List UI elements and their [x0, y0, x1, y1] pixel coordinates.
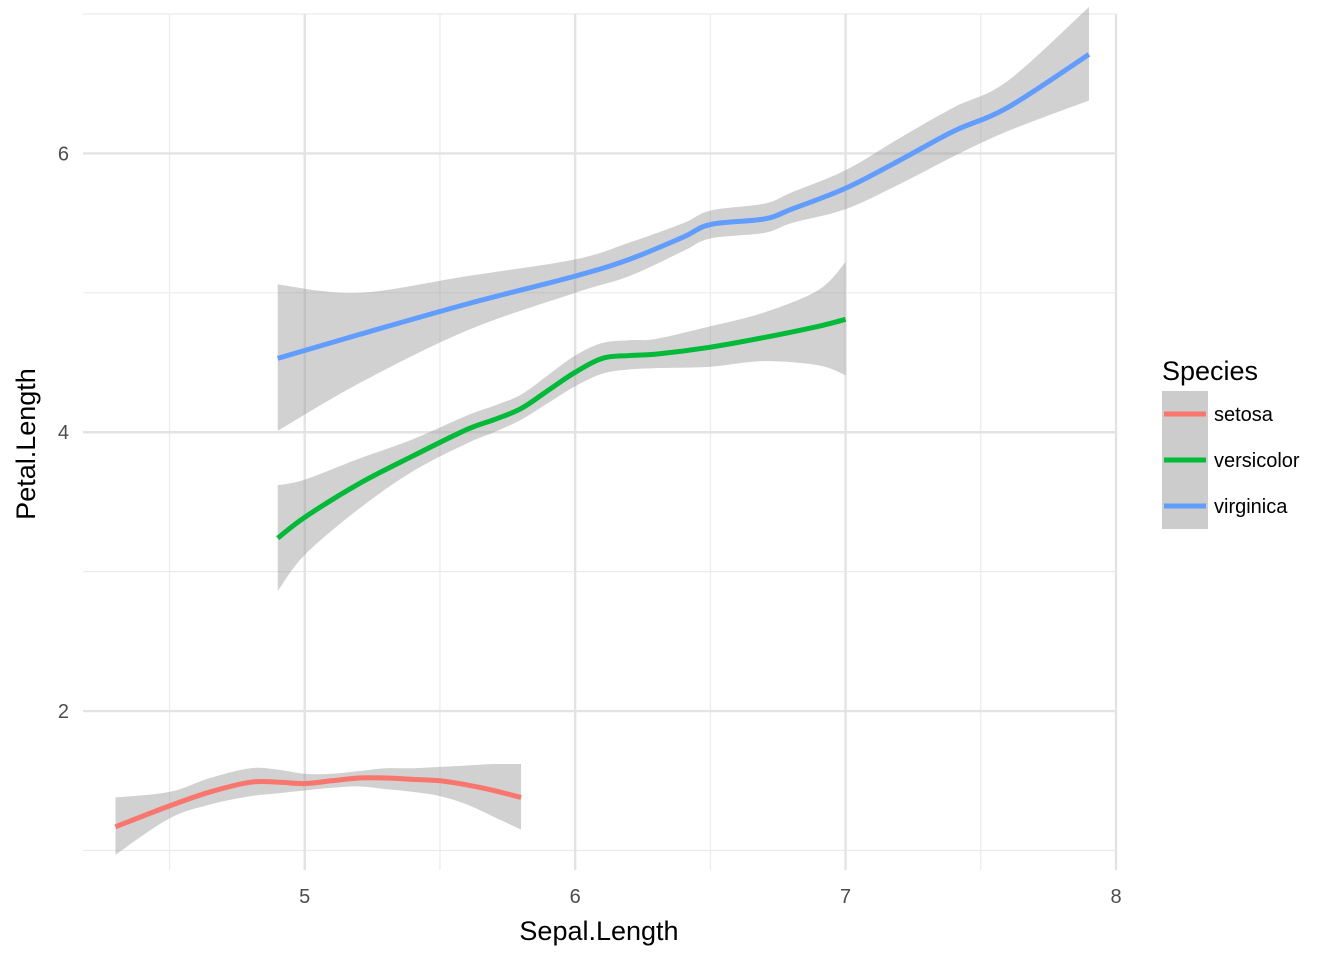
confidence-band-virginica [277, 7, 1089, 431]
series-line-versicolor [276, 316, 847, 541]
confidence-band-versicolor [277, 262, 846, 592]
y-tick-label: 2 [58, 701, 69, 723]
series-line-setosa [114, 775, 522, 830]
x-tick-label: 8 [1110, 886, 1121, 908]
x-tick-label: 7 [840, 886, 851, 908]
y-tick-label: 6 [58, 143, 69, 165]
confidence-band-setosa [115, 763, 522, 855]
x-tick-label: 5 [299, 886, 310, 908]
series-line-virginica [276, 52, 1091, 361]
x-tick-label: 6 [570, 886, 581, 908]
legend-label-setosa: setosa [1214, 404, 1274, 426]
legend: Species setosa versicolor virginica [1162, 356, 1300, 529]
legend-items: setosa versicolor virginica [1162, 391, 1300, 529]
legend-label-versicolor: versicolor [1214, 450, 1300, 472]
series-line-layer [114, 52, 1091, 830]
y-tick-label: 4 [58, 422, 69, 444]
tick-label-layer: 5 6 7 8 2 4 6 [58, 143, 1122, 908]
legend-label-virginica: virginica [1214, 496, 1288, 518]
y-axis-title: Petal.Length [11, 368, 41, 520]
confidence-band-layer [115, 7, 1089, 855]
legend-title: Species [1162, 356, 1258, 386]
x-axis-title: Sepal.Length [519, 916, 678, 946]
grid-layer [83, 13, 1118, 870]
